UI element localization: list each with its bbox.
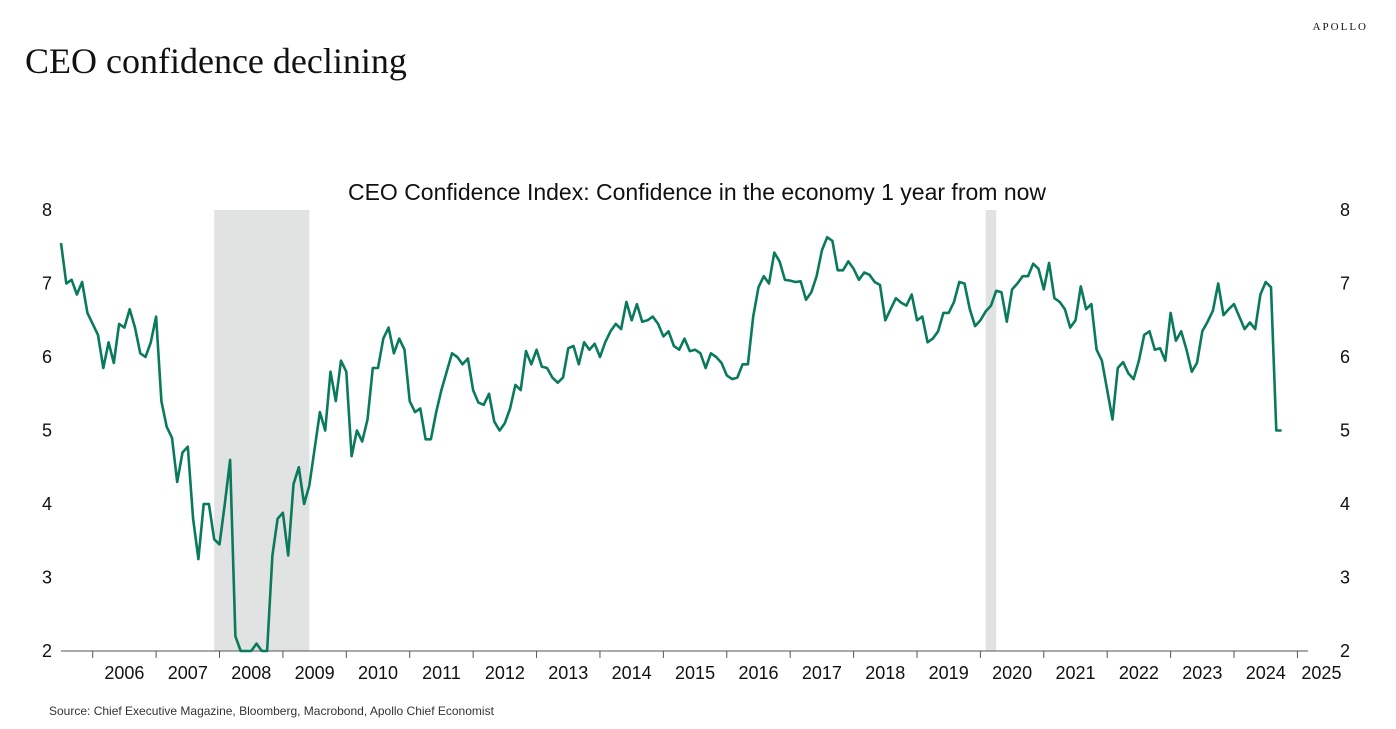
x-tick-label: 2009 (295, 663, 335, 683)
y-tick-label-left: 7 (42, 274, 52, 294)
x-tick-label: 2014 (612, 663, 652, 683)
y-tick-label-left: 6 (42, 347, 52, 367)
y-tick-label-right: 6 (1340, 347, 1350, 367)
x-tick-label: 2024 (1246, 663, 1286, 683)
y-tick-label-left: 5 (42, 421, 52, 441)
page-headline: CEO confidence declining (25, 41, 407, 81)
chart-title: CEO Confidence Index: Confidence in the … (348, 179, 1046, 205)
x-tick-label: 2020 (992, 663, 1032, 683)
ceo-confidence-line (59, 235, 1282, 653)
x-tick-label: 2006 (104, 663, 144, 683)
x-tick-label: 2007 (168, 663, 208, 683)
recession-band-2 (985, 210, 997, 651)
y-tick-label-right: 3 (1340, 568, 1350, 588)
x-tick-label: 2008 (231, 663, 271, 683)
apollo-logo-text: APOLLO (1312, 21, 1368, 33)
x-tick-label: 2010 (358, 663, 398, 683)
recession-shading-group (214, 210, 997, 651)
y-tick-label-left: 3 (42, 568, 52, 588)
x-tick-label: 2015 (675, 663, 715, 683)
x-tick-label: 2011 (422, 663, 461, 683)
y-tick-label-left: 4 (42, 494, 52, 514)
x-tick-label: 2023 (1182, 663, 1222, 683)
x-tick-label: 2017 (802, 663, 842, 683)
y-tick-label-right: 2 (1340, 641, 1350, 661)
y-tick-label-right: 5 (1340, 421, 1350, 441)
x-tick-label: 2022 (1119, 663, 1159, 683)
y-tick-label-left: 2 (42, 641, 52, 661)
y-tick-label-left: 8 (42, 200, 52, 220)
recession-band-1 (214, 210, 310, 651)
x-tick-label: 2012 (485, 663, 525, 683)
y-tick-label-right: 4 (1340, 494, 1350, 514)
x-tick-label: 2018 (865, 663, 905, 683)
x-tick-label: 2025 (1301, 663, 1341, 683)
x-tick-label: 2019 (929, 663, 969, 683)
source-note: Source: Chief Executive Magazine, Bloomb… (49, 704, 494, 718)
x-tick-label: 2013 (548, 663, 588, 683)
series-group (59, 235, 1282, 653)
axes-group: 2006 2007 2008 2009 2010 2011 2012 2013 2014 2015… (42, 200, 1350, 683)
y-tick-label-right: 8 (1340, 200, 1350, 220)
x-tick-label: 2021 (1055, 663, 1095, 683)
y-tick-label-right: 7 (1340, 274, 1350, 294)
x-tick-label: 2016 (738, 663, 778, 683)
